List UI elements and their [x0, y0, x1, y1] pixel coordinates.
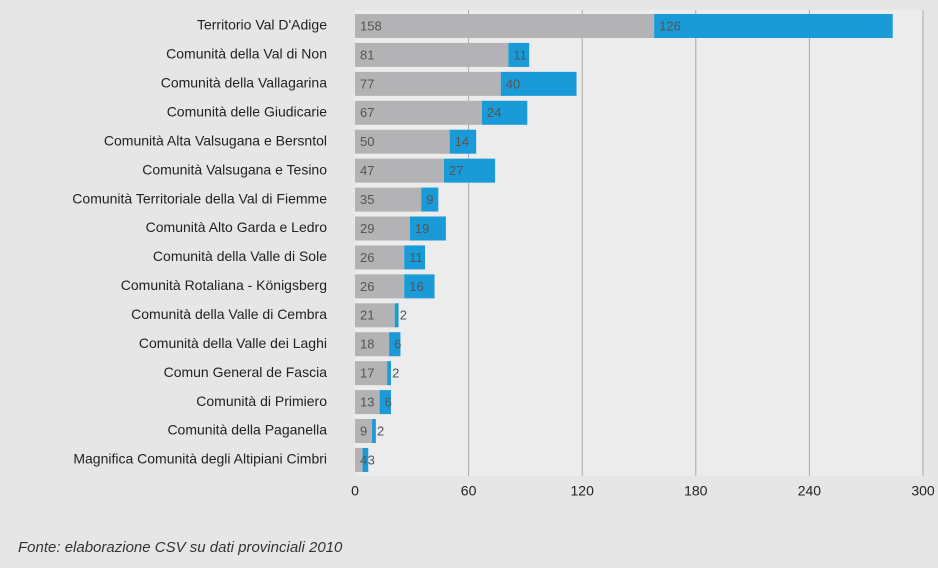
- bar-segment: [394, 303, 399, 328]
- value-label: 81: [360, 47, 374, 62]
- bar-segment: [404, 274, 435, 299]
- y-tick-label: Comunità Rotaliana - Königsberg: [121, 277, 327, 293]
- value-label: 24: [487, 105, 501, 120]
- bar-segment: [355, 361, 388, 386]
- bar-segment: [500, 71, 577, 96]
- bar-segment: [355, 14, 655, 38]
- value-label: 27: [449, 163, 463, 178]
- bar-segment: [508, 42, 530, 67]
- value-label: 9: [426, 192, 433, 207]
- bar-segment: [379, 390, 391, 415]
- value-label: 17: [360, 366, 374, 381]
- value-label: 47: [360, 163, 374, 178]
- bar-segment: [355, 419, 373, 444]
- bar-segment: [389, 332, 401, 357]
- value-label: 126: [659, 18, 681, 33]
- bar-segment: [355, 158, 444, 183]
- value-label: 21: [360, 308, 374, 323]
- value-label: 3: [368, 452, 375, 467]
- bar-segment: [421, 187, 439, 212]
- x-tick-label: 0: [351, 483, 359, 499]
- value-label: 18: [360, 337, 374, 352]
- bar-segment: [355, 216, 410, 241]
- bar-segment: [355, 129, 450, 154]
- y-tick-label: Comunità di Primiero: [196, 393, 327, 409]
- bar-segment: [404, 245, 426, 270]
- value-label: 4: [360, 452, 367, 467]
- value-label: 158: [360, 18, 382, 33]
- y-tick-label: Comunità delle Giudicarie: [167, 103, 328, 119]
- bar-segment: [355, 187, 422, 212]
- value-label: 6: [394, 337, 401, 352]
- bar-segment: [443, 158, 496, 183]
- bar-segment: [355, 447, 363, 472]
- value-label: 67: [360, 105, 374, 120]
- value-label: 14: [455, 134, 469, 149]
- x-tick-label: 120: [571, 483, 595, 499]
- value-label: 6: [385, 395, 392, 410]
- source-note: Fonte: elaborazione CSV su dati provinci…: [18, 539, 343, 556]
- value-label: 9: [360, 423, 367, 438]
- y-tick-label: Comunità Valsugana e Tesino: [142, 161, 327, 177]
- bar-segment: [355, 332, 390, 357]
- value-label: 13: [360, 395, 374, 410]
- y-tick-label: Comunità della Val di Non: [166, 46, 327, 62]
- value-label: 26: [360, 279, 374, 294]
- y-tick-label: Territorio Val D'Adige: [197, 17, 327, 33]
- bar-segment: [355, 42, 509, 67]
- bar-segment: [355, 274, 405, 299]
- bar-segment: [355, 245, 405, 270]
- bar-segment: [481, 100, 528, 125]
- bar-segment: [362, 447, 369, 472]
- value-label: 16: [409, 279, 423, 294]
- y-tick-label: Magnifica Comunità degli Altipiani Cimbr…: [73, 451, 327, 467]
- y-tick-label: Comunità Alto Garda e Ledro: [146, 219, 328, 235]
- bar-segment: [372, 419, 376, 444]
- y-tick-label: Comun General de Fascia: [164, 364, 328, 380]
- bar-segment: [654, 14, 893, 38]
- value-label: 50: [360, 134, 374, 149]
- x-tick-label: 180: [684, 483, 708, 499]
- bar-segment: [409, 216, 446, 241]
- y-tick-label: Comunità della Valle dei Laghi: [139, 335, 327, 351]
- x-tick-label: 240: [798, 483, 822, 499]
- bar-segment: [387, 361, 391, 386]
- value-label: 2: [392, 366, 399, 381]
- y-tick-label: Comunità della Valle di Cembra: [131, 306, 327, 322]
- bar-segment: [355, 71, 501, 96]
- x-tick-label: 60: [461, 483, 477, 499]
- y-tick-label: Comunità della Paganella: [167, 422, 327, 438]
- value-label: 11: [513, 47, 527, 62]
- value-label: 19: [415, 221, 429, 236]
- bar-segment: [355, 100, 482, 125]
- y-tick-label: Comunità della Valle di Sole: [153, 248, 327, 264]
- value-label: 77: [360, 76, 374, 91]
- value-label: 2: [377, 423, 384, 438]
- y-tick-label: Comunità Alta Valsugana e Bersntol: [104, 132, 327, 148]
- y-tick-label: Comunità Territoriale della Val di Fiemm…: [72, 190, 327, 206]
- value-label: 29: [360, 221, 374, 236]
- value-label: 40: [506, 76, 520, 91]
- value-label: 26: [360, 250, 374, 265]
- value-label: 35: [360, 192, 374, 207]
- bar-segment: [355, 303, 395, 328]
- bar-segment: [355, 390, 380, 415]
- bar-segment: [449, 129, 477, 154]
- value-label: 2: [400, 308, 407, 323]
- y-tick-label: Comunità della Vallagarina: [161, 75, 327, 91]
- x-tick-label: 300: [911, 483, 935, 499]
- value-label: 11: [409, 250, 423, 265]
